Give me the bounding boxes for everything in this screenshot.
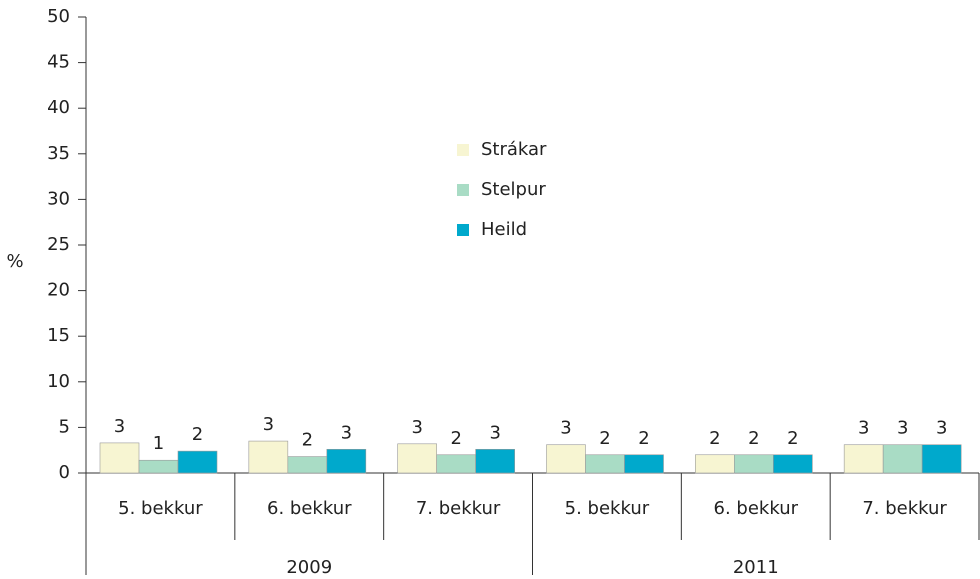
bar bbox=[436, 454, 476, 474]
value-label: 3 bbox=[489, 422, 500, 443]
value-label: 2 bbox=[192, 424, 203, 445]
y-tick-label: 50 bbox=[47, 6, 70, 27]
y-tick-label: 45 bbox=[47, 52, 70, 73]
legend-swatch bbox=[457, 144, 469, 156]
x-tick-label: 5. bekkur bbox=[118, 498, 203, 519]
value-label: 2 bbox=[450, 428, 461, 449]
value-label: 2 bbox=[748, 428, 759, 449]
bar bbox=[882, 444, 923, 474]
bar bbox=[326, 448, 367, 474]
value-label: 3 bbox=[897, 418, 908, 439]
y-tick-label: 25 bbox=[47, 234, 70, 255]
y-tick-label: 30 bbox=[47, 188, 70, 209]
bar bbox=[695, 454, 735, 474]
y-tick-label: 40 bbox=[47, 97, 70, 118]
y-axis-label: % bbox=[6, 251, 23, 272]
bar bbox=[843, 444, 884, 474]
legend-swatch bbox=[457, 224, 469, 236]
group-label: 2011 bbox=[733, 557, 779, 578]
value-label: 3 bbox=[341, 422, 352, 443]
y-tick-label: 10 bbox=[47, 371, 70, 392]
y-tick-label: 20 bbox=[47, 280, 70, 301]
value-label: 2 bbox=[638, 428, 649, 449]
bar bbox=[287, 456, 328, 474]
bar bbox=[585, 454, 625, 474]
value-label: 2 bbox=[709, 428, 720, 449]
value-label: 3 bbox=[858, 418, 869, 439]
y-tick-label: 5 bbox=[59, 416, 70, 437]
bar bbox=[475, 448, 515, 474]
bar bbox=[773, 454, 813, 474]
bar bbox=[138, 459, 179, 474]
group-label: 2009 bbox=[286, 557, 332, 578]
value-label: 2 bbox=[302, 430, 313, 451]
legend-swatch bbox=[457, 184, 469, 196]
value-label: 3 bbox=[263, 414, 274, 435]
x-tick-label: 6. bekkur bbox=[714, 498, 799, 519]
bar bbox=[248, 440, 289, 474]
y-tick-label: 15 bbox=[47, 325, 70, 346]
legend-label: Stelpur bbox=[481, 179, 546, 200]
value-label: 3 bbox=[411, 417, 422, 438]
value-label: 3 bbox=[114, 416, 125, 437]
legend-label: Heild bbox=[481, 219, 527, 240]
value-label: 3 bbox=[936, 418, 947, 439]
value-label: 3 bbox=[560, 418, 571, 439]
x-tick-label: 5. bekkur bbox=[565, 498, 650, 519]
x-tick-label: 7. bekkur bbox=[862, 498, 947, 519]
x-tick-label: 7. bekkur bbox=[416, 498, 501, 519]
y-tick-label: 35 bbox=[47, 143, 70, 164]
bar bbox=[177, 450, 218, 474]
bar bbox=[734, 454, 774, 474]
bar bbox=[546, 444, 586, 474]
bar bbox=[921, 444, 962, 474]
legend-label: Strákar bbox=[481, 139, 547, 160]
value-label: 2 bbox=[787, 428, 798, 449]
x-tick-label: 6. bekkur bbox=[267, 498, 352, 519]
value-label: 1 bbox=[153, 433, 164, 454]
bar bbox=[624, 454, 664, 474]
y-tick-label: 0 bbox=[59, 462, 70, 483]
bar bbox=[397, 443, 437, 474]
bar bbox=[99, 442, 140, 474]
value-label: 2 bbox=[599, 428, 610, 449]
